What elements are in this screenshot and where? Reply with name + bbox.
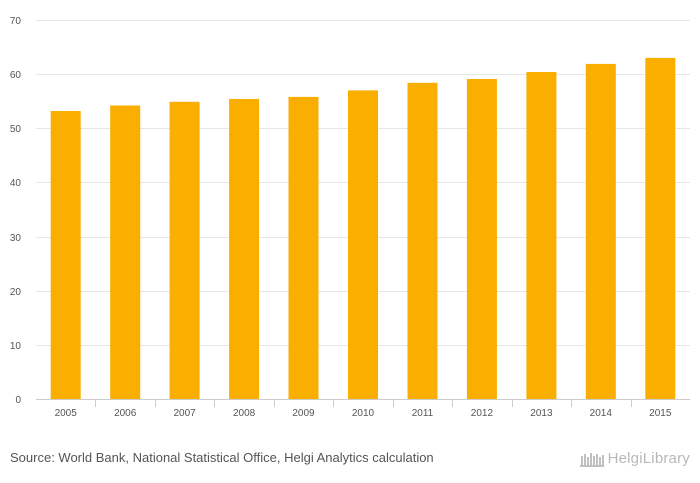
bars [50, 57, 676, 400]
y-tick-label: 70 [10, 16, 22, 27]
x-tick-label: 2006 [114, 408, 137, 419]
y-tick-label: 0 [15, 395, 21, 406]
x-tick-label: 2007 [173, 408, 196, 419]
x-tick-label: 2008 [233, 408, 256, 419]
y-tick-label: 60 [10, 70, 22, 81]
library-icon [579, 453, 604, 467]
y-axis-ticks: 0 10 20 30 40 50 60 70 [10, 16, 22, 406]
x-tick-label: 2015 [649, 408, 672, 419]
helgi-library-logo[interactable]: HelgiLibrary [579, 449, 690, 467]
bar-2011[interactable] [407, 82, 438, 400]
bar-2007[interactable] [169, 101, 200, 400]
bar-2009[interactable] [288, 96, 319, 400]
bar-2013[interactable] [526, 72, 557, 399]
y-tick-label: 40 [10, 178, 22, 189]
bar-2005[interactable] [50, 111, 81, 399]
x-tick-label: 2012 [471, 408, 494, 419]
logo-text: HelgiLibrary [607, 449, 690, 467]
bar-2014[interactable] [585, 63, 616, 400]
bar-chart: 0 10 20 30 40 50 60 70 2005 2006 2007 2008 2009 2010… [10, 16, 690, 419]
x-tick-label: 2014 [590, 408, 613, 419]
y-tick-label: 20 [10, 287, 22, 298]
x-tick-label: 2009 [292, 408, 315, 419]
x-tick-label: 2011 [412, 408, 434, 419]
x-tick-label: 2013 [530, 408, 553, 419]
y-tick-label: 30 [10, 233, 22, 244]
source-note: Source: World Bank, National Statistical… [10, 450, 434, 465]
bar-2008[interactable] [229, 99, 260, 399]
y-tick-label: 50 [10, 124, 22, 135]
x-tick-label: 2010 [352, 408, 375, 419]
y-tick-label: 10 [10, 341, 22, 352]
x-axis-ticks: 2005 2006 2007 2008 2009 2010 2011 2012 2013 2014… [55, 399, 672, 419]
bar-2010[interactable] [348, 90, 378, 400]
x-tick-label: 2005 [55, 408, 78, 419]
bar-2012[interactable] [466, 79, 497, 399]
bar-2015[interactable] [645, 57, 676, 400]
bar-2006[interactable] [110, 105, 141, 400]
